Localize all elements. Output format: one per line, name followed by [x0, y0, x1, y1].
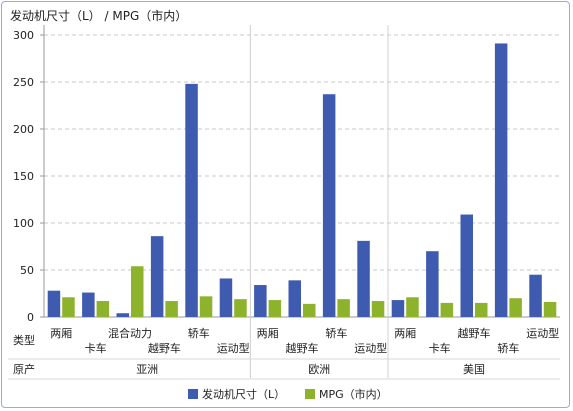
category-label: 轿车	[325, 326, 347, 340]
bar-engine-size	[357, 240, 370, 317]
bars	[47, 43, 557, 318]
legend-swatch	[305, 389, 315, 399]
grid-lines	[8, 25, 560, 380]
bar-mpg	[509, 298, 522, 317]
bar-engine-size	[82, 292, 95, 317]
bar-mpg	[96, 301, 110, 317]
category-label: 运动型	[217, 341, 250, 355]
bar-mpg	[303, 303, 316, 317]
y-tick-label: 0	[27, 311, 34, 324]
bar-engine-size	[150, 236, 164, 317]
bar-mpg	[337, 299, 350, 317]
bar-mpg	[131, 266, 144, 317]
legend: 发动机尺寸（L） MPG（市内）	[188, 387, 388, 401]
bar-engine-size	[460, 214, 473, 317]
bar-engine-size	[219, 278, 233, 317]
bar-engine-size	[288, 280, 301, 317]
legend-label: 发动机尺寸（L）	[202, 387, 285, 401]
bar-engine-size	[185, 83, 198, 317]
category-label: 运动型	[354, 341, 387, 355]
y-axis-ticks: 0 50 100 150 200 250 300	[13, 29, 34, 324]
row-label-type: 类型	[13, 333, 35, 347]
bar-mpg	[475, 302, 488, 317]
bar-engine-size	[426, 251, 439, 317]
category-label: 卡车	[85, 341, 107, 355]
bar-engine-size	[391, 300, 405, 317]
category-label: 运动型	[526, 326, 559, 340]
category-label: 轿车	[188, 326, 210, 340]
category-label: 混合动力	[108, 326, 152, 340]
origin-label: 亚洲	[136, 363, 158, 376]
chart-title: 发动机尺寸（L） / MPG（市内）	[10, 8, 187, 23]
y-tick-label: 250	[13, 76, 34, 89]
bar-mpg	[165, 301, 178, 317]
bar-engine-size	[322, 94, 336, 317]
row-label-origin: 原产	[13, 362, 35, 376]
y-tick-label: 50	[20, 264, 34, 277]
y-tick-label: 150	[13, 170, 34, 183]
category-label: 轿车	[497, 341, 519, 355]
category-label: 越野车	[458, 326, 491, 340]
bar-mpg	[406, 297, 419, 317]
category-label: 两厢	[257, 327, 279, 340]
bar-engine-size	[529, 274, 542, 317]
bar-engine-size	[494, 43, 508, 318]
bar-mpg	[199, 296, 213, 317]
legend-label: MPG（市内）	[319, 387, 388, 401]
bar-mpg	[371, 301, 385, 317]
bar-engine-size	[254, 285, 267, 317]
bar-mpg	[543, 301, 557, 317]
bar-engine-size	[47, 290, 61, 317]
category-label: 越野车	[286, 341, 319, 355]
bar-mpg	[440, 302, 454, 317]
category-label: 越野车	[148, 341, 181, 355]
bar-mpg	[234, 299, 247, 317]
origin-label: 美国	[463, 363, 485, 376]
y-tick-label: 200	[13, 123, 34, 136]
bar-mpg	[268, 300, 282, 317]
origin-label: 欧洲	[308, 363, 330, 376]
bar-engine-size	[116, 313, 129, 317]
category-label: 两厢	[394, 327, 416, 340]
y-tick-label: 100	[13, 217, 34, 230]
y-tick-label: 300	[13, 29, 34, 42]
legend-swatch	[188, 389, 198, 399]
origin-labels: 亚洲 欧洲 美国	[136, 363, 485, 376]
bar-mpg	[62, 297, 75, 317]
category-label: 卡车	[429, 341, 451, 355]
category-label: 两厢	[50, 327, 72, 340]
